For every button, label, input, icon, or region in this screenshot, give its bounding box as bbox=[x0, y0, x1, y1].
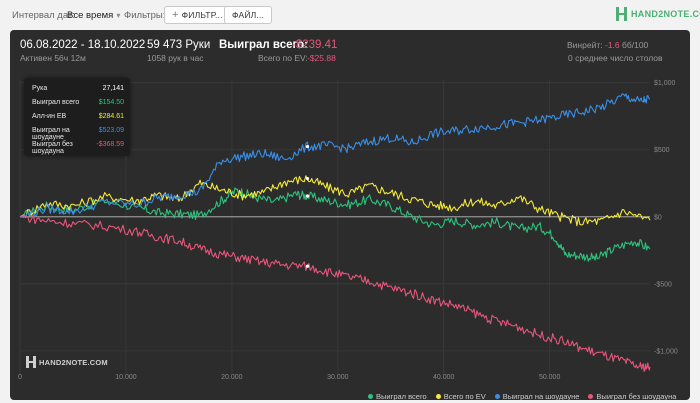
x-tick-label: 30.000 bbox=[327, 374, 349, 381]
y-tick-label: $500 bbox=[654, 147, 670, 154]
legend-item[interactable]: Выиграл без шоудауна bbox=[588, 392, 676, 400]
x-tick-label: 20.000 bbox=[221, 374, 243, 381]
y-tick-label: -$1,000 bbox=[654, 348, 678, 355]
tooltip-row: Алл-ин EB $284.61 bbox=[32, 113, 124, 120]
brand-text: HAND2NOTE.COM bbox=[631, 9, 700, 19]
winrate-unit: бб/100 bbox=[622, 40, 649, 50]
legend-swatch bbox=[494, 394, 500, 399]
ev-value: -$25.88 bbox=[307, 53, 336, 63]
series-line bbox=[19, 93, 650, 218]
ev-label: Всего по EV: bbox=[258, 53, 308, 63]
legend-item[interactable]: Всего по EV bbox=[435, 392, 486, 400]
hover-tooltip: Рука 27,141 Выиграл всего $154.50 Алл-ин E… bbox=[24, 78, 130, 156]
x-tick-label: 40.000 bbox=[433, 374, 455, 381]
hover-point bbox=[305, 176, 310, 181]
graph-panel: 06.08.2022 - 18.10.2022 Активен 56ч 12м … bbox=[10, 30, 690, 400]
y-tick-label: $1,000 bbox=[654, 80, 676, 87]
tooltip-row: Выиграл всего $154.50 bbox=[32, 99, 124, 106]
legend-swatch bbox=[435, 394, 441, 399]
hands-rate: 1058 рук в час bbox=[147, 53, 204, 63]
date-interval-label: Интервал дат: bbox=[12, 10, 75, 21]
watermark: HAND2NOTE.COM bbox=[26, 356, 108, 368]
tooltip-value: 27,141 bbox=[102, 85, 124, 92]
filter-button-label: ФИЛЬТР... bbox=[181, 10, 223, 20]
total-won-label: Выиграл всего: bbox=[219, 39, 308, 51]
chart-legend: Выиграл всего Всего по EV Выиграл на шоу… bbox=[368, 392, 676, 400]
total-won-value: -$239.41 bbox=[292, 39, 338, 51]
filters-label: Фильтры: bbox=[124, 10, 166, 21]
hand2note-logo-icon bbox=[26, 356, 36, 368]
date-range: 06.08.2022 - 18.10.2022 bbox=[20, 39, 146, 51]
x-tick-label: 10.000 bbox=[115, 374, 137, 381]
date-interval-select[interactable]: Все время ▾ bbox=[67, 10, 120, 21]
chevron-down-icon: ▾ bbox=[116, 11, 121, 20]
legend-label: Всего по EV bbox=[443, 392, 486, 400]
x-tick-label: 0 bbox=[18, 374, 22, 381]
legend-item[interactable]: Выиграл на шоудауне bbox=[494, 392, 580, 400]
plus-icon: + bbox=[172, 9, 179, 21]
filter-toolbar: Интервал дат: Все время ▾ Фильтры: + ФИЛЬТ… bbox=[0, 0, 700, 30]
legend-label: Выиграл всего bbox=[376, 392, 427, 400]
hands-count: 59 473 Руки bbox=[147, 39, 211, 51]
series-line bbox=[19, 214, 651, 372]
tooltip-value: -$368.59 bbox=[96, 141, 124, 148]
winrate-value: -1.6 bbox=[605, 40, 620, 50]
hand2note-logo-icon bbox=[616, 7, 628, 21]
hover-point bbox=[305, 145, 310, 149]
tooltip-row: Рука 27,141 bbox=[32, 85, 124, 92]
tooltip-value: $154.50 bbox=[98, 99, 124, 106]
x-tick-label: 50.000 bbox=[539, 374, 561, 381]
tooltip-row: Выиграл на шоудауне $523.09 bbox=[32, 127, 124, 141]
tooltip-row: Выиграл без шоудауна -$368.59 bbox=[32, 141, 124, 155]
legend-item[interactable]: Выиграл всего bbox=[368, 392, 427, 400]
filter-button[interactable]: + ФИЛЬТР... bbox=[164, 6, 231, 24]
watermark-text: HAND2NOTE.COM bbox=[39, 357, 108, 367]
legend-swatch bbox=[588, 394, 594, 399]
winrate-label: Винрейт: bbox=[567, 40, 603, 50]
legend-label: Выиграл без шоудауна bbox=[596, 392, 677, 400]
file-button[interactable]: ФАЙЛ... bbox=[224, 6, 273, 24]
tooltip-value: $284.61 bbox=[98, 113, 124, 120]
legend-swatch bbox=[368, 394, 373, 399]
avg-tables: 0 среднее число столов bbox=[568, 53, 663, 63]
brand-logo[interactable]: HAND2NOTE.COM bbox=[616, 7, 700, 21]
y-tick-label: $0 bbox=[654, 214, 662, 221]
date-interval-value: Все время bbox=[67, 10, 114, 21]
y-tick-label: -$500 bbox=[654, 281, 672, 288]
tooltip-value: $523.09 bbox=[98, 127, 124, 134]
series-line bbox=[19, 175, 651, 227]
legend-label: Выиграл на шоудауне bbox=[502, 392, 580, 400]
series-line bbox=[19, 187, 651, 262]
hover-point bbox=[305, 194, 310, 198]
active-time: Активен 56ч 12м bbox=[20, 53, 86, 63]
hover-point bbox=[305, 264, 310, 268]
